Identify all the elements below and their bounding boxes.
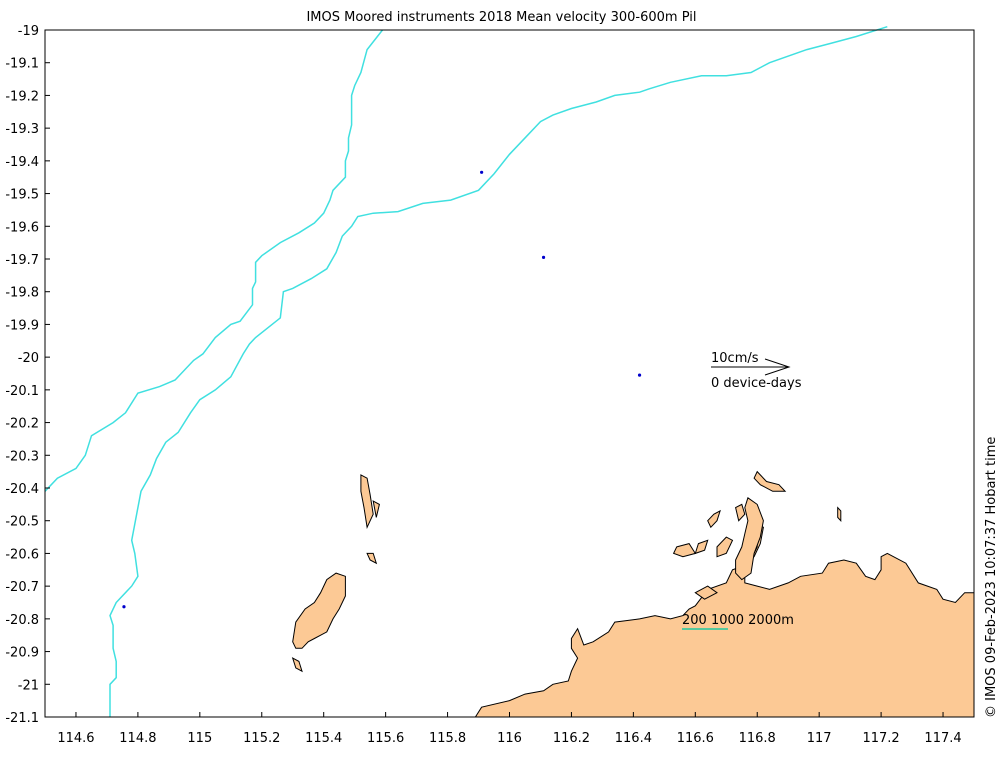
dampier-island-a bbox=[707, 509, 721, 529]
copyright-stamp: © IMOS 09-Feb-2023 10:07:37 Hobart time bbox=[984, 436, 999, 718]
y-tick-label: -20.4 bbox=[5, 482, 39, 497]
speed-legend: 10cm/s 0 device-days bbox=[711, 351, 802, 391]
y-tick-label: -21.1 bbox=[5, 711, 39, 726]
isobath-west bbox=[44, 29, 384, 492]
x-tick-label: 114.8 bbox=[119, 731, 156, 746]
y-tick-label: -20.8 bbox=[5, 613, 39, 628]
dampier-island-f bbox=[694, 585, 718, 600]
montebello-island-c bbox=[366, 552, 378, 565]
y-tick-label: -19.2 bbox=[5, 89, 39, 104]
x-tick-label: 116.4 bbox=[615, 731, 652, 746]
y-tick-label: -19.3 bbox=[5, 122, 39, 137]
land-layer bbox=[291, 470, 975, 718]
map-title: IMOS Moored instruments 2018 Mean veloci… bbox=[306, 10, 697, 25]
x-tick-label: 115.6 bbox=[367, 731, 404, 746]
x-tick-label: 117 bbox=[807, 731, 832, 746]
x-tick-label: 115 bbox=[187, 731, 212, 746]
y-tick-label: -20.9 bbox=[5, 646, 39, 661]
x-tick-label: 116 bbox=[497, 731, 522, 746]
contour-legend-label: 200 1000 2000m bbox=[682, 613, 794, 628]
montebello-island-b bbox=[372, 500, 380, 518]
dampier-island-c bbox=[694, 539, 709, 555]
y-tick-label: -19.6 bbox=[5, 220, 39, 235]
mooring-2 bbox=[541, 255, 546, 259]
y-tick-label: -21 bbox=[18, 678, 39, 693]
rosemary-island bbox=[837, 506, 842, 522]
isobath-layer bbox=[44, 25, 888, 717]
y-tick-label: -20.6 bbox=[5, 547, 39, 562]
y-tick-label: -20.2 bbox=[5, 417, 39, 432]
contour-legend: 200 1000 2000m bbox=[682, 613, 794, 630]
mainland bbox=[474, 523, 975, 718]
dampier-island-b bbox=[672, 543, 697, 558]
y-tick-label: -19.7 bbox=[5, 253, 39, 268]
mooring-layer bbox=[122, 170, 642, 609]
dampier-island-d bbox=[716, 536, 734, 558]
y-tick-label: -19.4 bbox=[5, 155, 39, 170]
y-tick-label: -20.5 bbox=[5, 515, 39, 530]
x-tick-label: 117.4 bbox=[924, 731, 961, 746]
mooring-1 bbox=[480, 170, 484, 174]
dampier-island-e bbox=[735, 503, 746, 522]
montebello-island-a bbox=[360, 474, 374, 529]
x-tick-label: 116.8 bbox=[739, 731, 776, 746]
y-tick-label: -19.5 bbox=[5, 188, 39, 203]
isobath-east bbox=[109, 25, 888, 717]
x-tick-label: 115.4 bbox=[305, 731, 342, 746]
device-days-label: 0 device-days bbox=[711, 376, 802, 391]
burrup-peninsula bbox=[735, 496, 764, 581]
x-tick-label: 116.2 bbox=[553, 731, 590, 746]
y-tick-label: -20.3 bbox=[5, 449, 39, 464]
x-tick-label: 115.8 bbox=[429, 731, 466, 746]
x-axis: 114.6 114.8 115 115.2 115.4 115.6 115.8 116 116.… bbox=[57, 712, 962, 746]
mooring-4 bbox=[122, 605, 126, 609]
mooring-3 bbox=[637, 373, 642, 377]
legend-arrow-head bbox=[764, 358, 791, 376]
x-tick-label: 117.2 bbox=[862, 731, 899, 746]
y-tick-label: -19.1 bbox=[5, 57, 39, 72]
y-axis: -19 -19.1 -19.2 -19.3 -19.4 -19.5 -19.6 -19.7 -1… bbox=[5, 24, 50, 726]
x-tick-label: 114.6 bbox=[57, 731, 94, 746]
barrow-island bbox=[292, 572, 346, 649]
y-tick-label: -19 bbox=[18, 24, 39, 39]
y-tick-label: -19.9 bbox=[5, 318, 39, 333]
y-tick-label: -20.7 bbox=[5, 580, 39, 595]
barrow-islet bbox=[291, 657, 303, 673]
legendre-island bbox=[753, 470, 787, 492]
y-tick-label: -20.1 bbox=[5, 384, 39, 399]
x-tick-label: 115.2 bbox=[243, 731, 280, 746]
speed-legend-label: 10cm/s bbox=[711, 351, 759, 366]
x-tick-label: 116.6 bbox=[677, 731, 714, 746]
y-tick-label: -19.8 bbox=[5, 286, 39, 301]
y-tick-label: -20 bbox=[18, 351, 39, 366]
